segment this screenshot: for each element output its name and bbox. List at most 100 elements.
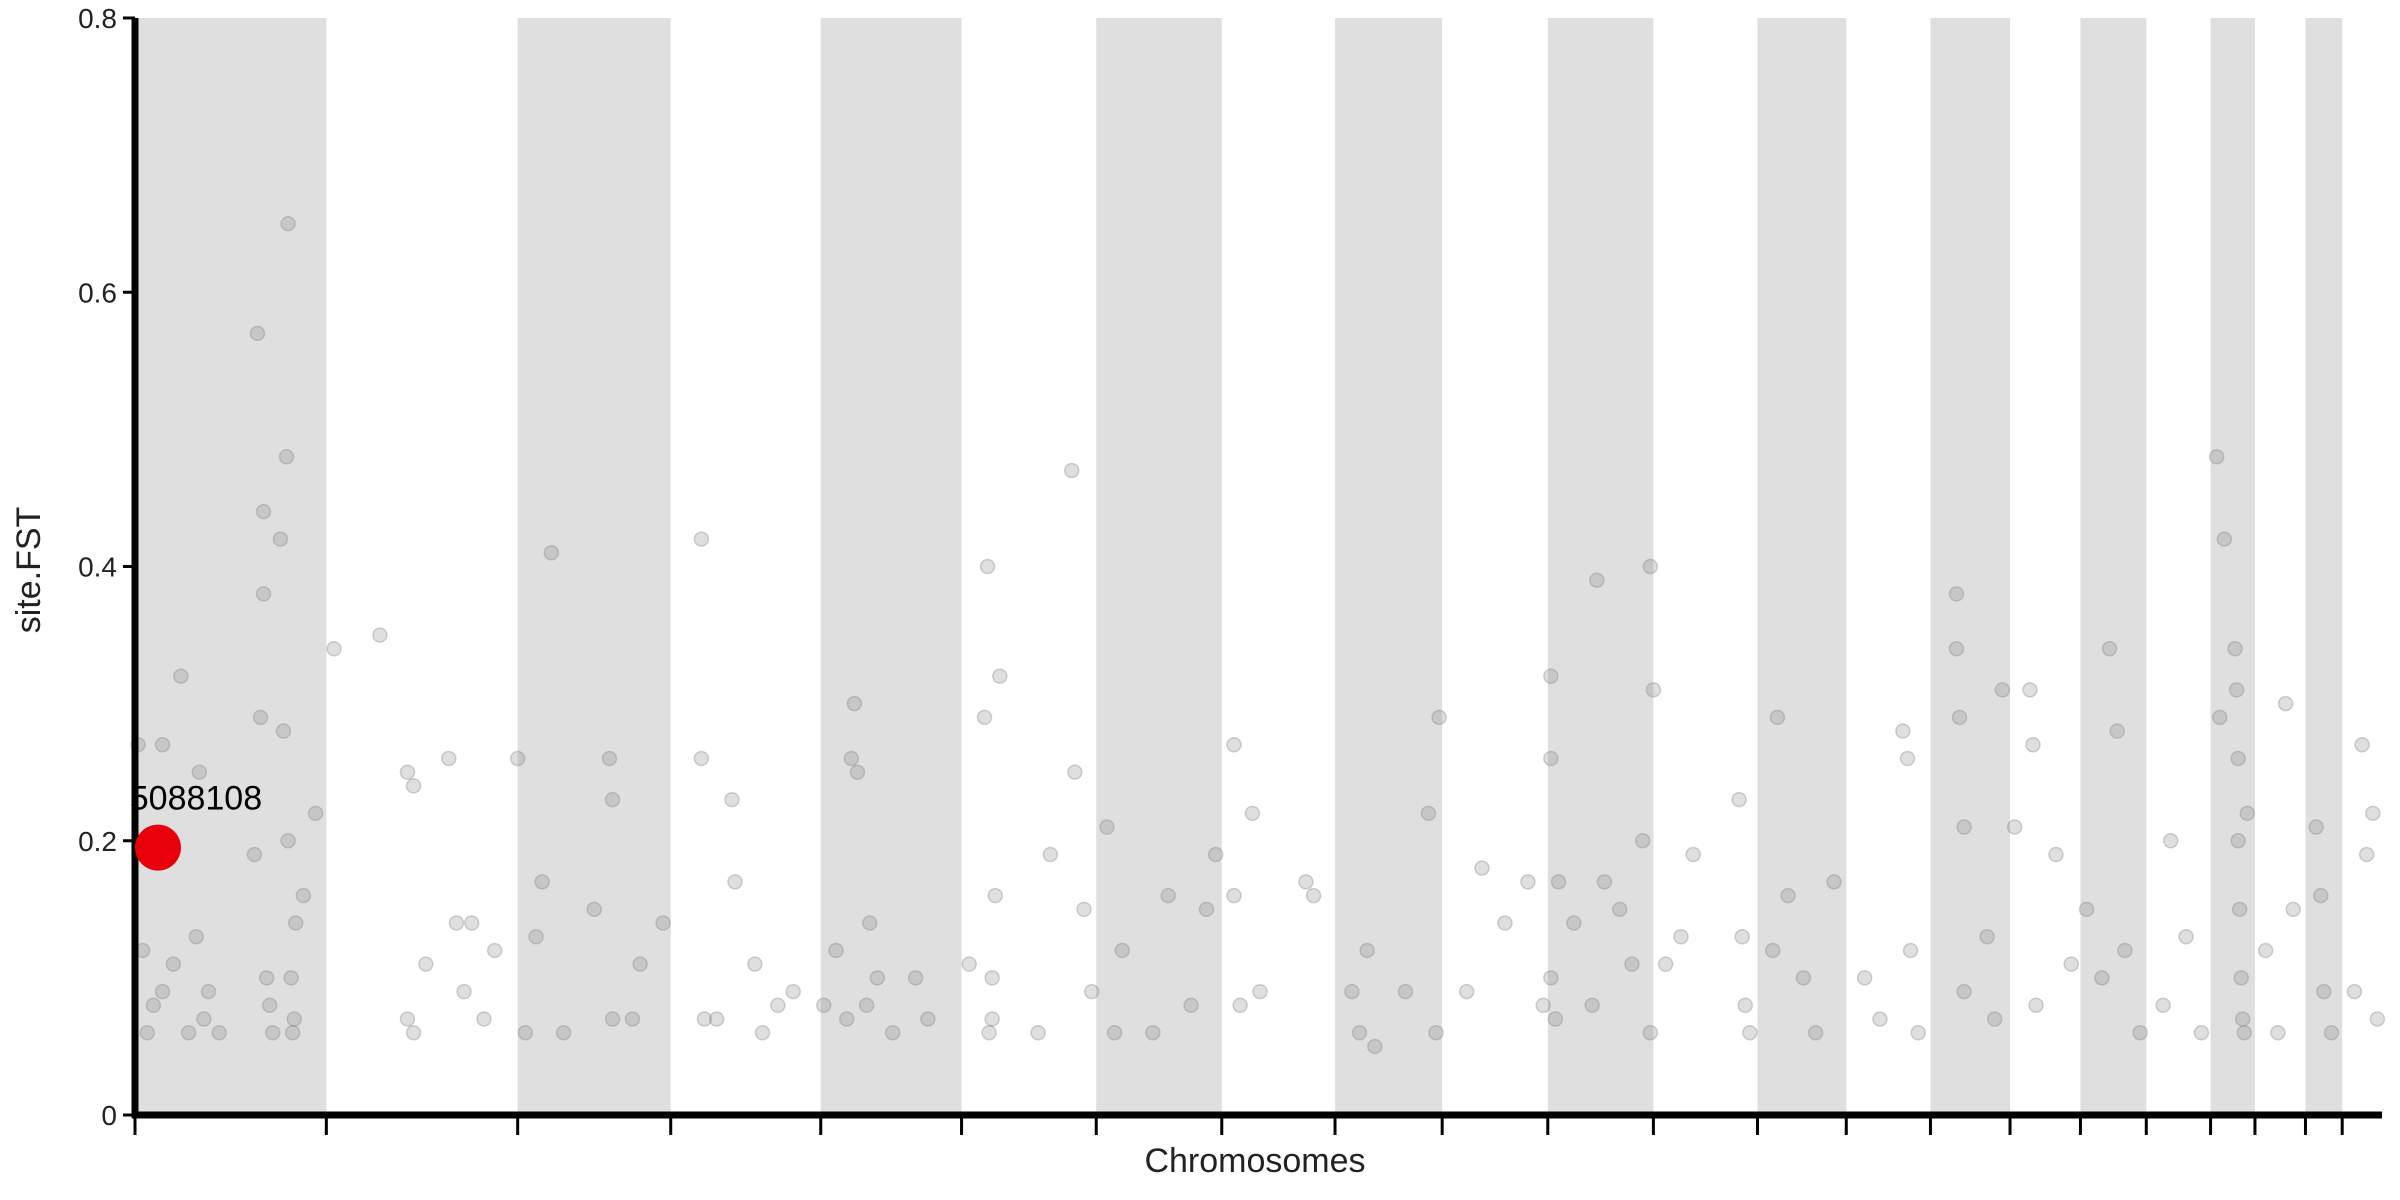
point	[2308, 819, 2324, 835]
point	[1198, 901, 1215, 918]
point	[2155, 997, 2171, 1014]
point	[1584, 997, 1600, 1014]
point	[2358, 846, 2375, 863]
point	[1305, 887, 1322, 904]
point	[2313, 887, 2329, 904]
point	[1431, 709, 1447, 726]
point	[275, 723, 292, 739]
point	[1895, 723, 1911, 739]
point	[2277, 695, 2294, 712]
point	[2228, 682, 2245, 698]
point	[1458, 983, 1475, 1000]
point	[1589, 572, 1605, 588]
point	[601, 750, 618, 767]
highlight-label: 5088108	[130, 780, 262, 818]
point	[543, 545, 560, 561]
point	[255, 586, 272, 602]
point	[405, 1024, 422, 1041]
point	[286, 1011, 302, 1027]
point	[976, 709, 993, 726]
point	[326, 641, 342, 657]
chromosome-band	[135, 18, 327, 1115]
point	[1520, 874, 1536, 890]
point	[696, 1011, 713, 1027]
point	[1685, 846, 1701, 863]
point	[399, 764, 416, 780]
point	[907, 970, 924, 986]
point	[249, 325, 266, 342]
point	[476, 1011, 492, 1027]
point	[2323, 1024, 2340, 1041]
point	[2094, 970, 2110, 986]
point	[1428, 1024, 1444, 1041]
y-axis-label: site.FST	[10, 507, 48, 634]
point	[1397, 983, 1414, 1000]
point	[2025, 737, 2041, 753]
point	[655, 915, 671, 931]
chromosome-band	[1096, 18, 1222, 1115]
point	[1099, 819, 1115, 835]
point	[2234, 1011, 2251, 1027]
point	[283, 970, 299, 986]
chromosome-band	[2305, 18, 2343, 1115]
point	[861, 915, 878, 931]
point	[2216, 531, 2233, 547]
point	[2048, 846, 2064, 863]
point	[441, 750, 457, 767]
point	[528, 928, 544, 945]
point	[1550, 874, 1567, 890]
point	[1902, 942, 1919, 959]
point	[2285, 901, 2301, 918]
point	[2101, 641, 2118, 657]
point	[1207, 846, 1224, 863]
y-tick-label: 0.8	[78, 3, 117, 34]
point	[2369, 1011, 2386, 1027]
point	[984, 970, 1000, 986]
point	[1596, 874, 1613, 890]
point	[724, 791, 740, 808]
highlight-point	[134, 824, 181, 871]
point	[1547, 1011, 1564, 1027]
point	[1083, 983, 1100, 1000]
point	[1344, 983, 1360, 1000]
point	[517, 1024, 534, 1041]
point	[816, 997, 832, 1014]
point	[2230, 750, 2246, 767]
point	[849, 764, 866, 780]
y-tick-label: 0.6	[78, 277, 117, 308]
point	[1543, 668, 1559, 684]
point	[1067, 764, 1083, 780]
point	[272, 531, 289, 547]
point	[2233, 970, 2249, 986]
point	[604, 1011, 621, 1027]
point	[984, 1011, 1000, 1027]
point	[145, 997, 162, 1014]
chromosome-band	[1335, 18, 1443, 1115]
point	[1731, 791, 1747, 808]
point	[1645, 682, 1662, 698]
y-tick-label: 0.4	[78, 552, 117, 583]
point	[1642, 558, 1659, 575]
point	[1076, 901, 1092, 918]
point	[1351, 1024, 1368, 1041]
point	[463, 915, 480, 931]
point	[258, 970, 275, 986]
point	[884, 1024, 901, 1041]
point	[1226, 737, 1242, 753]
point	[1497, 915, 1513, 931]
chromosome-band	[1547, 18, 1654, 1115]
point	[2178, 928, 2194, 945]
point	[2236, 1024, 2252, 1041]
point	[372, 627, 388, 643]
point	[188, 928, 204, 945]
point	[2257, 942, 2274, 959]
point	[1951, 709, 1968, 726]
point	[1673, 928, 1689, 945]
point	[846, 695, 863, 712]
point	[154, 737, 171, 753]
point	[961, 956, 977, 972]
point	[843, 750, 860, 767]
point	[2063, 956, 2080, 972]
